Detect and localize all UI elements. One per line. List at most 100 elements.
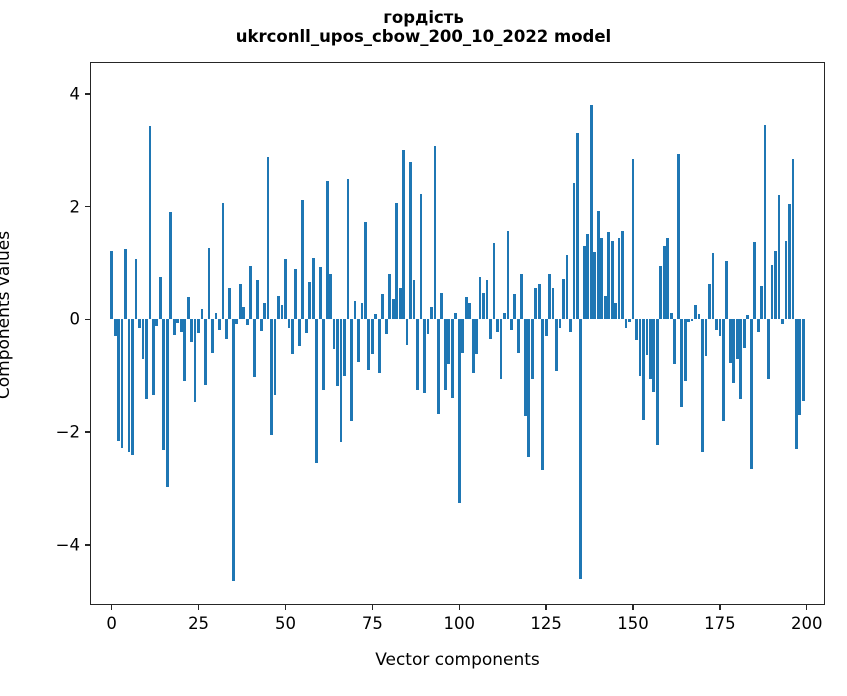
bar bbox=[200, 309, 204, 320]
x-tick-label: 100 bbox=[443, 614, 475, 633]
bar bbox=[756, 319, 760, 332]
bar bbox=[238, 283, 242, 320]
bar bbox=[339, 319, 343, 442]
bar bbox=[252, 319, 256, 377]
bar bbox=[266, 156, 270, 320]
x-tick-label: 150 bbox=[617, 614, 649, 633]
bar bbox=[770, 264, 774, 320]
x-tick-mark bbox=[371, 604, 374, 610]
bar bbox=[224, 319, 228, 340]
bar bbox=[245, 319, 249, 326]
bar bbox=[398, 287, 402, 320]
bar bbox=[645, 319, 649, 356]
bar bbox=[666, 237, 670, 320]
bar bbox=[395, 202, 399, 320]
bar bbox=[433, 146, 437, 320]
bar bbox=[450, 319, 454, 399]
bar bbox=[370, 319, 374, 355]
x-tick-mark bbox=[284, 604, 287, 610]
bar bbox=[537, 284, 541, 320]
bar bbox=[774, 251, 777, 320]
bar bbox=[145, 319, 148, 400]
bar bbox=[127, 319, 131, 452]
bar bbox=[555, 319, 558, 372]
bar bbox=[638, 319, 642, 376]
bar bbox=[350, 319, 353, 421]
bar bbox=[704, 319, 708, 357]
bar bbox=[409, 161, 412, 320]
bar bbox=[791, 159, 795, 320]
bar bbox=[284, 258, 287, 320]
bar bbox=[454, 312, 458, 320]
bar bbox=[249, 265, 253, 320]
bar bbox=[263, 302, 266, 320]
bar bbox=[788, 203, 791, 320]
bar bbox=[742, 319, 746, 348]
bar bbox=[197, 319, 200, 333]
bar bbox=[304, 319, 308, 334]
bar bbox=[649, 319, 652, 379]
bar bbox=[621, 230, 624, 320]
bar bbox=[329, 274, 333, 320]
bar bbox=[642, 319, 645, 420]
bar bbox=[273, 319, 277, 396]
bar bbox=[430, 307, 433, 320]
bar bbox=[242, 307, 246, 320]
x-tick-mark bbox=[545, 604, 547, 610]
bar bbox=[624, 319, 628, 328]
bar bbox=[218, 319, 221, 330]
bar bbox=[503, 312, 506, 320]
bar bbox=[753, 241, 757, 320]
bar bbox=[193, 319, 197, 403]
bar bbox=[120, 319, 124, 448]
bar bbox=[138, 319, 141, 329]
bar bbox=[652, 319, 656, 392]
bar bbox=[614, 302, 617, 320]
bar bbox=[694, 305, 697, 320]
y-tick-mark bbox=[85, 431, 91, 433]
bar bbox=[391, 299, 395, 320]
bar bbox=[287, 319, 291, 328]
bar bbox=[739, 319, 743, 400]
bar bbox=[711, 253, 715, 320]
bar bbox=[169, 212, 173, 320]
bar bbox=[377, 319, 381, 373]
x-tick-mark bbox=[458, 604, 460, 610]
bar bbox=[176, 319, 180, 323]
bar bbox=[162, 319, 166, 451]
bar bbox=[628, 319, 631, 323]
bar bbox=[565, 254, 569, 320]
bar bbox=[690, 319, 694, 321]
bar bbox=[172, 319, 176, 336]
bar bbox=[527, 319, 531, 458]
bar bbox=[520, 274, 524, 320]
bar bbox=[336, 319, 339, 386]
bar bbox=[541, 319, 545, 471]
bar bbox=[680, 319, 684, 407]
bar bbox=[673, 319, 677, 365]
bar bbox=[221, 203, 225, 320]
bar bbox=[485, 279, 489, 320]
bar bbox=[732, 319, 736, 383]
bar bbox=[308, 281, 312, 320]
bar bbox=[558, 319, 562, 328]
bar bbox=[235, 319, 239, 324]
bar bbox=[357, 319, 360, 363]
bar bbox=[270, 319, 273, 436]
x-tick-mark bbox=[110, 604, 113, 610]
bar bbox=[301, 199, 305, 320]
bar bbox=[475, 319, 478, 355]
chart-title-line2: ukrconll_upos_cbow_200_10_2022 model bbox=[235, 27, 612, 47]
x-tick-label: 200 bbox=[791, 614, 823, 633]
x-tick-label: 125 bbox=[530, 614, 562, 633]
bar bbox=[464, 296, 468, 320]
bar bbox=[353, 300, 357, 320]
bar bbox=[190, 319, 193, 342]
bar bbox=[579, 319, 583, 579]
bar bbox=[367, 319, 371, 371]
x-tick-mark bbox=[632, 604, 634, 610]
bar bbox=[436, 319, 440, 415]
bar bbox=[676, 154, 680, 320]
bar bbox=[631, 159, 635, 320]
bar bbox=[360, 302, 364, 320]
